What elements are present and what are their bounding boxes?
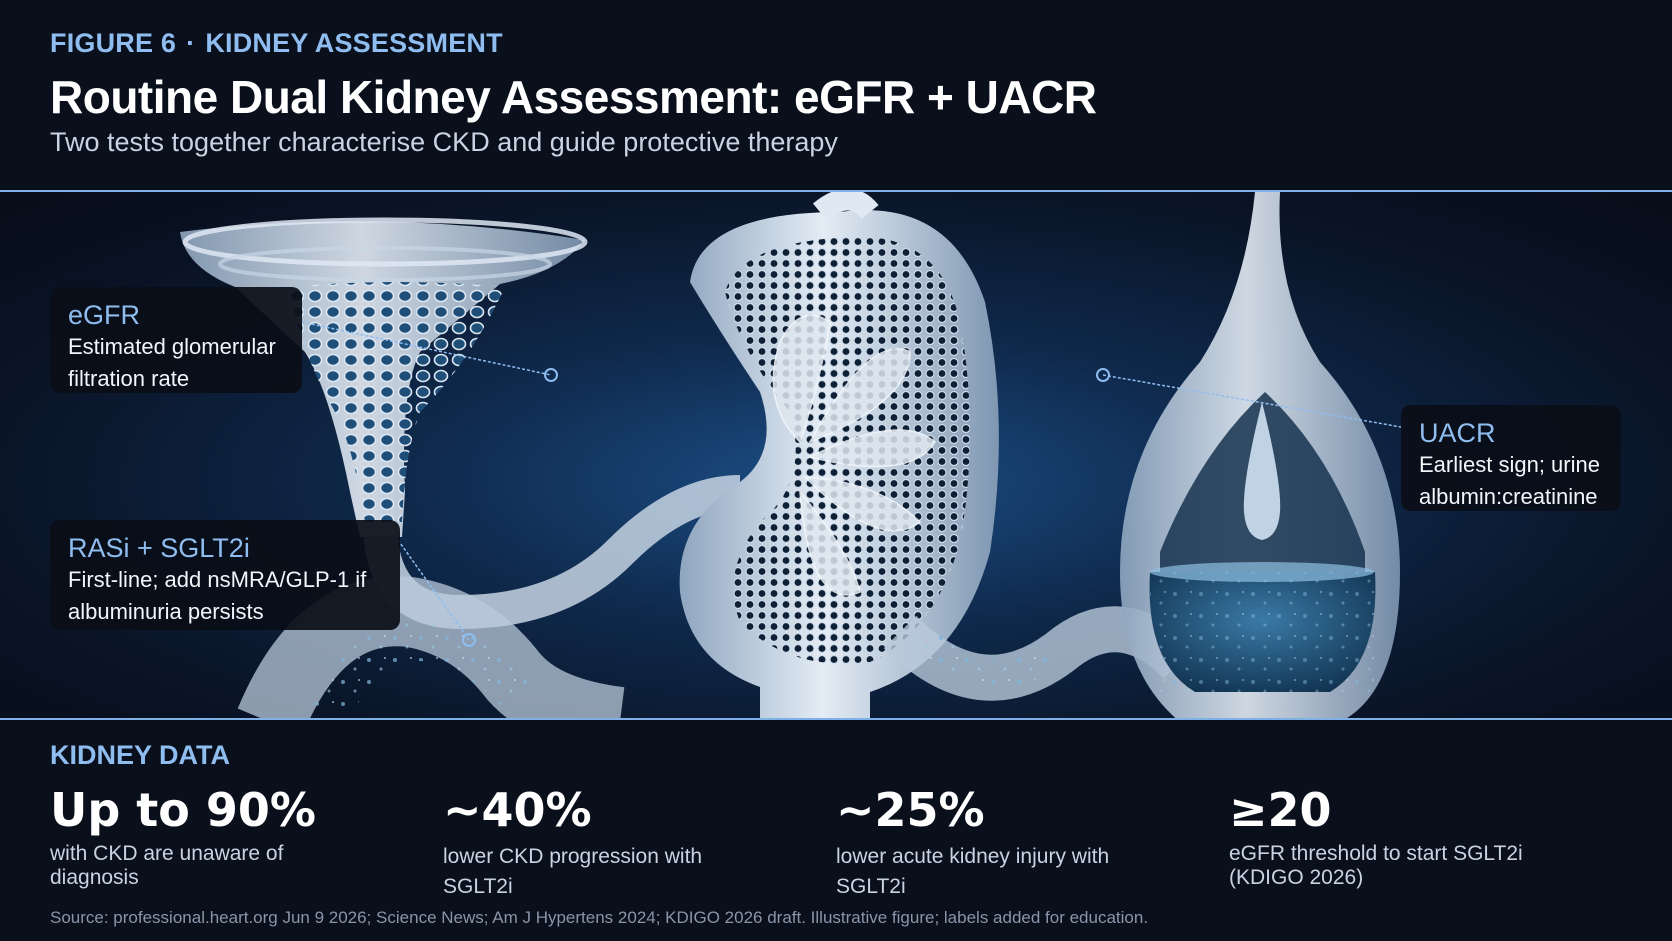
uacr-callout: UACR Earliest sign; urine albumin:creati… xyxy=(1401,405,1621,511)
uacr-marker xyxy=(1096,368,1110,382)
egfr-callout-title: eGFR xyxy=(68,300,141,330)
stat-label-line-1: with CKD are unaware of xyxy=(50,842,284,865)
rasi-callout-title: RASi + SGLT2i xyxy=(68,533,250,563)
stat-label: lower CKD progression with SGLT2i xyxy=(443,842,783,902)
stat-label-line-2: diagnosis xyxy=(50,866,139,889)
stat-label-line-2: SGLT2i xyxy=(836,875,906,898)
figure-kicker: FIGURE 6 · KIDNEY ASSESSMENT xyxy=(50,28,503,59)
egfr-callout: eGFR Estimated glomerular filtration rat… xyxy=(50,287,302,393)
section-label: KIDNEY ASSESSMENT xyxy=(205,28,503,58)
stat-label: with CKD are unaware of diagnosis xyxy=(50,842,390,890)
kidney-illustration: eGFR Estimated glomerular filtration rat… xyxy=(0,190,1672,720)
kicker-separator: · xyxy=(186,28,196,58)
kidney-organ xyxy=(679,192,999,718)
kidney-data-title: KIDNEY DATA xyxy=(50,740,231,770)
egfr-callout-line-1: Estimated glomerular xyxy=(68,334,276,359)
kidney-data-panel: KIDNEY DATA Up to 90% with CKD are unawa… xyxy=(0,722,1672,941)
stat-value: ~40% xyxy=(443,783,592,837)
page-title: Routine Dual Kidney Assessment: eGFR + U… xyxy=(50,71,1097,123)
uacr-callout-line-2: albumin:creatinine xyxy=(1419,484,1598,509)
urine-vessel xyxy=(1120,192,1400,718)
stat-label-line-2: SGLT2i xyxy=(443,875,513,898)
stat-label-line-2: (KDIGO 2026) xyxy=(1229,866,1364,889)
stat-value: ~25% xyxy=(836,783,985,837)
uacr-callout-line-1: Earliest sign; urine xyxy=(1419,452,1600,477)
rasi-callout-line-2: albuminuria persists xyxy=(68,599,264,624)
stat-value: ≥20 xyxy=(1229,783,1332,837)
source-note: Source: professional.heart.org Jun 9 202… xyxy=(50,908,1149,927)
egfr-callout-line-2: filtration rate xyxy=(68,366,190,391)
stat-unaware: Up to 90% with CKD are unaware of diagno… xyxy=(50,780,390,890)
rasi-marker xyxy=(462,633,476,647)
figure-label: FIGURE 6 xyxy=(50,28,177,58)
page-subtitle: Two tests together characterise CKD and … xyxy=(50,127,838,157)
stat-value: Up to 90% xyxy=(50,783,317,837)
stat-label: eGFR threshold to start SGLT2i (KDIGO 20… xyxy=(1229,842,1569,890)
illustration-artwork xyxy=(180,192,1402,718)
stat-label-line-1: eGFR threshold to start SGLT2i xyxy=(1229,842,1523,865)
uacr-callout-title: UACR xyxy=(1419,418,1496,448)
stat-label-line-1: lower CKD progression with xyxy=(443,845,703,868)
rasi-callout-line-1: First-line; add nsMRA/GLP-1 if xyxy=(68,567,367,592)
stat-egfr-threshold: ≥20 eGFR threshold to start SGLT2i (KDIG… xyxy=(1229,780,1569,890)
figure-header: FIGURE 6 · KIDNEY ASSESSMENT Routine Dual … xyxy=(0,0,1672,190)
stat-label: lower acute kidney injury with SGLT2i xyxy=(836,842,1176,902)
stat-aki: ~25% lower acute kidney injury with SGLT… xyxy=(836,780,1176,902)
stat-label-line-1: lower acute kidney injury with xyxy=(836,845,1110,868)
stat-progression: ~40% lower CKD progression with SGLT2i xyxy=(443,780,783,902)
rasi-sglt2i-callout: RASi + SGLT2i First-line; add nsMRA/GLP-… xyxy=(50,520,400,630)
leader-lines xyxy=(301,321,1402,647)
egfr-marker xyxy=(544,368,558,382)
